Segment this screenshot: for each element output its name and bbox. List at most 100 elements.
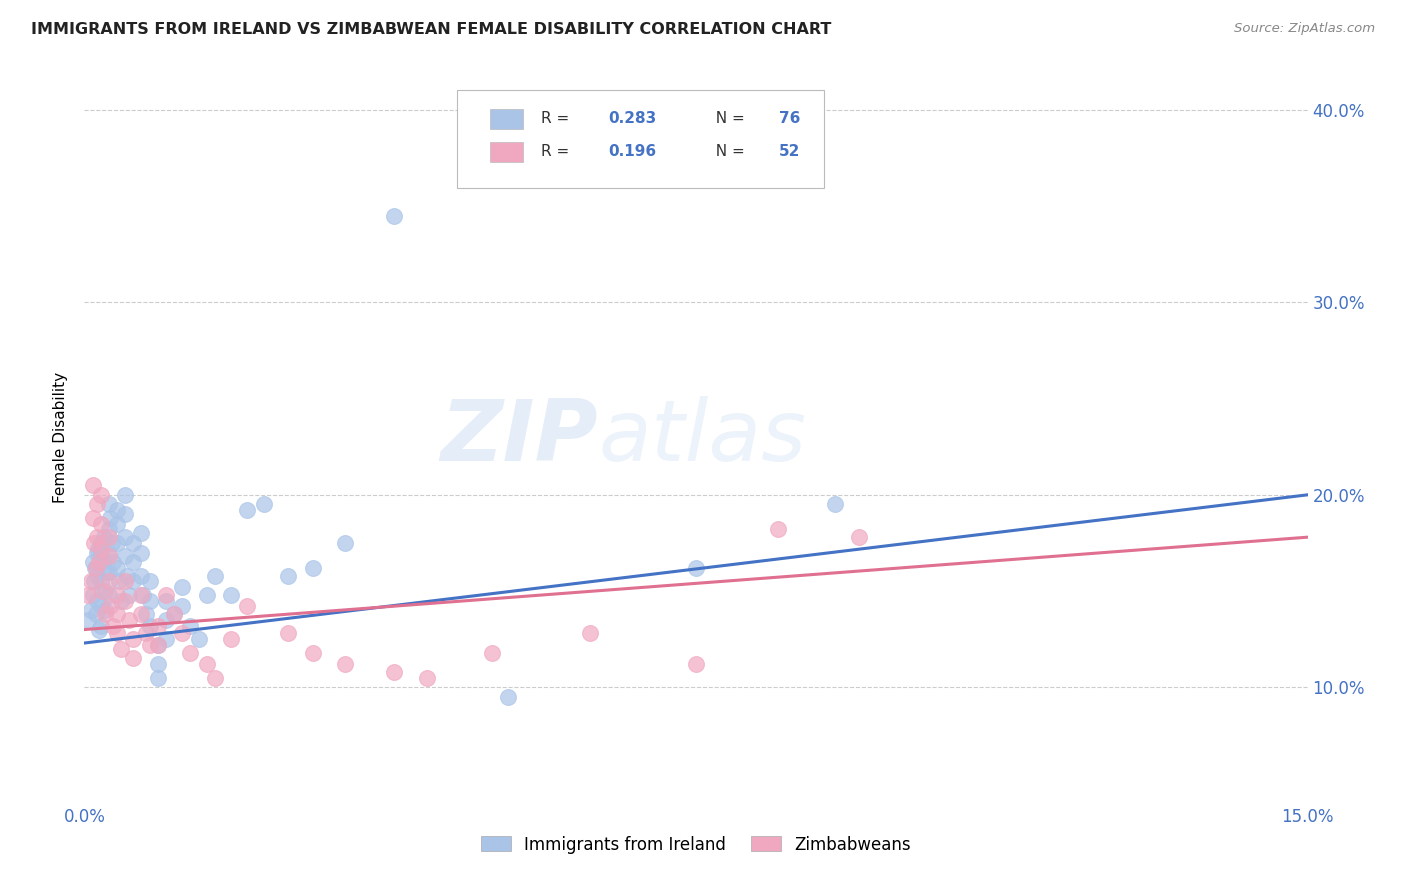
Point [97,545,120,559]
Point [118,613,141,627]
Point [131,568,153,582]
Point [84,607,107,622]
Point [138,638,160,652]
Text: N =: N = [706,145,749,160]
Point [138,593,160,607]
Text: Source: ZipAtlas.com: Source: ZipAtlas.com [1234,22,1375,36]
Point [97,588,120,602]
Point [82,588,104,602]
Point [219,632,242,647]
Point [97,574,120,589]
Point [122,555,145,569]
Point [122,536,145,550]
Point [114,530,136,544]
Point [100,511,122,525]
Point [204,671,226,685]
Point [82,478,104,492]
Point [105,626,128,640]
Point [86,545,108,559]
Point [172,599,194,614]
Point [90,549,112,564]
Point [685,657,707,672]
Point [335,657,357,672]
Point [118,588,141,602]
Point [80,574,103,589]
Point [82,555,104,569]
Point [97,498,120,512]
Point [93,584,115,599]
Point [100,599,122,614]
Point [146,657,169,672]
Point [84,561,107,575]
Point [163,607,186,622]
Point [97,530,120,544]
Point [110,593,132,607]
Point [110,641,132,656]
Point [131,588,153,602]
Text: 52: 52 [779,145,800,160]
Point [91,584,114,599]
Point [86,498,108,512]
Point [82,511,104,525]
Point [155,632,177,647]
Point [90,488,112,502]
Point [195,657,218,672]
Text: R =: R = [541,112,574,127]
Point [101,618,124,632]
Point [335,536,357,550]
Text: IMMIGRANTS FROM IRELAND VS ZIMBABWEAN FEMALE DISABILITY CORRELATION CHART: IMMIGRANTS FROM IRELAND VS ZIMBABWEAN FE… [31,22,831,37]
Text: 76: 76 [779,112,800,127]
Point [172,580,194,594]
Point [498,690,520,704]
Point [114,549,136,564]
Point [766,523,789,537]
Point [105,503,128,517]
Point [86,568,108,582]
Point [87,541,110,556]
Point [138,574,160,589]
Point [77,613,100,627]
Point [155,613,177,627]
Point [122,632,145,647]
Point [86,530,108,544]
Point [105,516,128,531]
Point [87,623,110,637]
Point [122,651,145,665]
Text: atlas: atlas [598,395,806,479]
Point [83,574,105,589]
Point [84,561,107,575]
Point [146,638,169,652]
Point [97,523,120,537]
Point [131,526,153,541]
Point [115,568,138,582]
Point [685,561,707,575]
Point [105,607,128,622]
Point [163,607,186,622]
Point [114,488,136,502]
Point [301,561,323,575]
Point [90,516,112,531]
Point [107,574,129,589]
Point [253,498,276,512]
Text: 0.196: 0.196 [607,145,657,160]
Point [93,607,115,622]
Point [114,507,136,521]
Text: 0.283: 0.283 [607,112,657,127]
Point [301,646,323,660]
Text: ZIP: ZIP [440,395,598,479]
Point [382,665,405,679]
Point [83,536,105,550]
Point [93,603,115,617]
Point [146,671,169,685]
Point [93,530,115,544]
Point [101,536,124,550]
Point [131,545,153,559]
Point [155,593,177,607]
Point [187,632,209,647]
Point [219,588,242,602]
Point [138,618,160,632]
Point [824,498,846,512]
Point [236,503,259,517]
Point [90,541,112,556]
Point [77,588,100,602]
